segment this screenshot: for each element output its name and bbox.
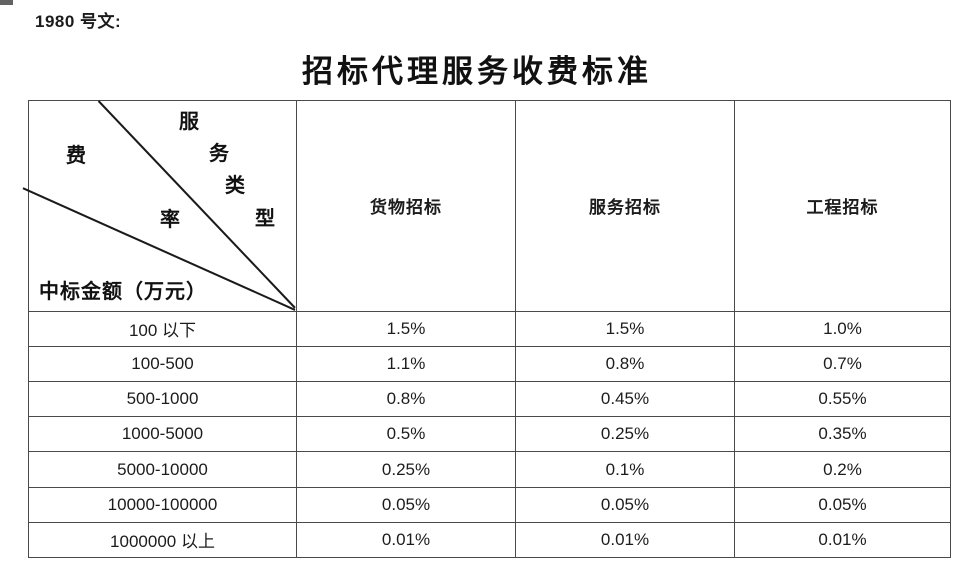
fee-value-cell: 0.8%	[515, 346, 735, 383]
fee-value-cell: 0.7%	[734, 346, 951, 383]
table-row: 10000-100000 0.05% 0.05% 0.05%	[28, 486, 951, 523]
fee-value-cell: 0.55%	[734, 381, 951, 418]
fee-value-cell: 0.8%	[296, 381, 516, 418]
corner-label-service-type-char: 服	[179, 111, 199, 133]
diagonal-corner-cell: 服 务 类 型 费 率 中标金额（万元）	[22, 100, 297, 312]
fee-value-cell: 0.01%	[296, 521, 516, 559]
table-row: 5000-10000 0.25% 0.1% 0.2%	[28, 451, 951, 488]
amount-range-cell: 500-1000	[28, 381, 297, 418]
table-row: 1000-5000 0.5% 0.25% 0.35%	[28, 416, 951, 453]
fee-value-cell: 1.1%	[296, 346, 516, 383]
corner-label-service-type-char: 务	[209, 143, 229, 165]
page-title: 招标代理服务收费标准	[302, 54, 652, 89]
page-edge-artifact	[0, 0, 13, 5]
table-row: 100-500 1.1% 0.8% 0.7%	[28, 346, 951, 383]
fee-value-cell: 0.01%	[734, 521, 951, 559]
amount-range-cell: 5000-10000	[28, 451, 297, 488]
corner-label-service-type-char: 型	[255, 208, 275, 230]
fee-value-cell: 1.5%	[296, 310, 516, 348]
fee-value-cell: 0.05%	[734, 486, 951, 523]
amount-range-cell: 1000-5000	[28, 416, 297, 453]
diagonal-line-lower	[22, 187, 296, 311]
amount-range-cell: 100 以下	[28, 310, 297, 348]
corner-label-rate-char: 费	[66, 145, 86, 167]
corner-label-amount: 中标金额（万元）	[39, 280, 207, 303]
table-row: 500-1000 0.8% 0.45% 0.55%	[28, 381, 951, 418]
corner-label-rate-char: 率	[160, 209, 180, 231]
fee-value-cell: 0.05%	[515, 486, 735, 523]
fee-value-cell: 0.1%	[515, 451, 735, 488]
fee-value-cell: 1.5%	[515, 310, 735, 348]
fee-value-cell: 0.45%	[515, 381, 735, 418]
fee-value-cell: 0.01%	[515, 521, 735, 559]
diagonal-lines	[22, 100, 296, 311]
table-row: 1000000 以上 0.01% 0.01% 0.01%	[28, 521, 951, 559]
amount-range-cell: 10000-100000	[28, 486, 297, 523]
amount-range-cell: 1000000 以上	[28, 521, 297, 559]
fee-value-cell: 0.2%	[734, 451, 951, 488]
diagonal-line-upper	[97, 100, 296, 309]
table-header-row: 服 务 类 型 费 率 中标金额（万元） 货物招标 服务招标 工程招标	[22, 100, 951, 312]
fee-value-cell: 0.35%	[734, 416, 951, 453]
corner-label-service-type-char: 类	[225, 175, 245, 197]
fee-value-cell: 0.05%	[296, 486, 516, 523]
fee-value-cell: 0.25%	[515, 416, 735, 453]
fee-value-cell: 0.5%	[296, 416, 516, 453]
table-row: 100 以下 1.5% 1.5% 1.0%	[28, 310, 951, 348]
column-header-service: 服务招标	[515, 100, 735, 312]
fee-value-cell: 0.25%	[296, 451, 516, 488]
fee-value-cell: 1.0%	[734, 310, 951, 348]
fee-standard-table: 服 务 类 型 费 率 中标金额（万元） 货物招标 服务招标 工程招标 100 …	[22, 100, 951, 559]
doc-reference: 1980 号文:	[35, 12, 122, 31]
amount-range-cell: 100-500	[28, 346, 297, 383]
column-header-goods: 货物招标	[296, 100, 516, 312]
column-header-project: 工程招标	[734, 100, 951, 312]
